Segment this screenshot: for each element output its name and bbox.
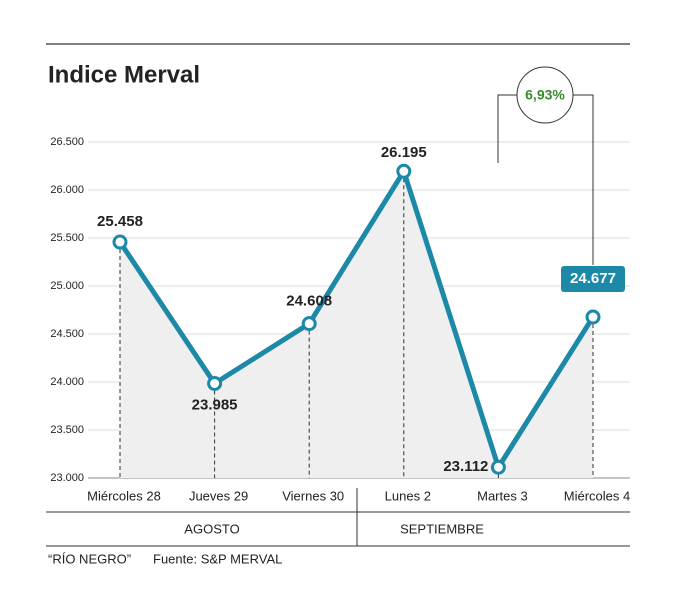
value-label: 24.677 xyxy=(570,270,616,287)
point xyxy=(585,309,601,325)
y-tick-label: 23.000 xyxy=(50,472,84,484)
value-label: 25.458 xyxy=(97,213,143,230)
x-tick-label: Lunes 2 xyxy=(385,488,431,503)
source: Fuente: S&P MERVAL xyxy=(153,551,282,566)
bracket xyxy=(497,94,594,265)
point xyxy=(301,316,317,332)
x-tick-label: Miércoles 4 xyxy=(564,488,630,503)
x-tick-label: Martes 3 xyxy=(477,488,528,503)
point xyxy=(112,234,128,250)
source-name: “RÍO NEGRO” xyxy=(48,551,131,566)
y-tick-label: 24.500 xyxy=(50,328,84,340)
value-label: 23.112 xyxy=(443,458,488,475)
y-tick-label: 23.500 xyxy=(50,424,84,436)
y-tick-label: 26.500 xyxy=(50,136,84,148)
group-label: AGOSTO xyxy=(184,521,239,536)
point xyxy=(207,375,223,391)
y-tick-label: 25.500 xyxy=(50,232,84,244)
x-tick-label: Viernes 30 xyxy=(282,488,344,503)
plot: 23.000 23.500 24.000 24.500 25.000 25.500 26.0… xyxy=(50,136,630,504)
x-tick-label: Jueves 29 xyxy=(189,488,248,503)
chart-title: Indice Merval xyxy=(48,61,200,88)
annotation-circle xyxy=(516,66,574,124)
point xyxy=(396,163,412,179)
annotation: 6,93% xyxy=(525,87,565,103)
point xyxy=(490,459,506,475)
value-label: 24.608 xyxy=(286,293,332,310)
group-label: SEPTIEMBRE xyxy=(400,521,484,536)
y-tick-label: 25.000 xyxy=(50,280,84,292)
value-label: 23.985 xyxy=(192,396,238,413)
y-tick-label: 26.000 xyxy=(50,184,84,196)
y-tick-label: 24.000 xyxy=(50,376,84,388)
label-box xyxy=(561,266,625,293)
value-label: 26.195 xyxy=(381,144,427,161)
series-line xyxy=(117,168,596,470)
x-tick-label: Miércoles 28 xyxy=(87,488,161,503)
